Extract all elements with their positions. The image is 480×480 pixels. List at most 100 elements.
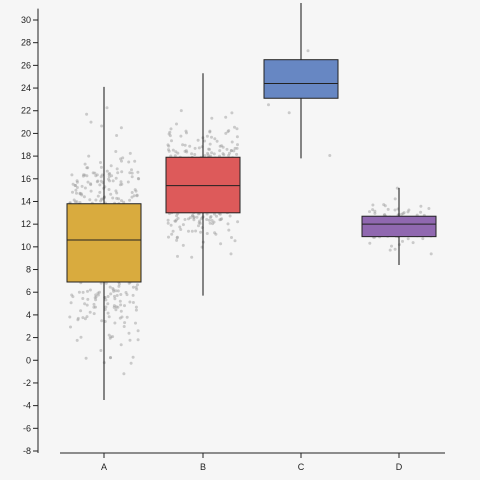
data-point-A	[136, 329, 140, 333]
y-tick-label: 20	[21, 128, 31, 138]
y-tick-label: 30	[21, 15, 31, 25]
data-point-B	[235, 135, 239, 139]
data-point-A	[130, 168, 133, 172]
data-point-A	[104, 298, 108, 302]
data-point-D	[373, 211, 377, 215]
data-point-B	[185, 150, 189, 154]
data-point-A	[79, 335, 83, 339]
data-point-B	[179, 109, 183, 113]
data-point-A	[113, 294, 116, 298]
data-point-A	[119, 180, 123, 184]
y-tick-label: 22	[21, 106, 31, 116]
data-point-B	[207, 218, 211, 222]
data-point-B	[205, 134, 209, 138]
data-point-A	[80, 184, 84, 188]
data-point-A	[113, 297, 117, 301]
data-point-A	[136, 177, 140, 180]
data-point-A	[106, 311, 110, 315]
data-point-B	[209, 215, 213, 218]
data-point-B	[195, 215, 199, 219]
data-point-A	[92, 312, 96, 316]
data-point-A	[120, 170, 124, 174]
data-point-D	[421, 237, 425, 241]
data-point-A	[71, 182, 75, 186]
data-point-A	[115, 134, 119, 137]
box-B	[165, 156, 241, 214]
data-point-D	[393, 197, 397, 201]
data-point-D	[406, 237, 410, 241]
x-tick-label: A	[101, 462, 107, 472]
data-point-B	[181, 143, 185, 147]
data-point-A	[107, 172, 111, 176]
data-point-A	[135, 287, 139, 291]
data-point-A	[130, 191, 134, 194]
data-point-B	[221, 145, 225, 149]
data-point-A	[68, 315, 72, 319]
data-point-B	[176, 254, 179, 258]
data-point-A	[76, 316, 80, 320]
data-point-A	[132, 194, 136, 198]
data-point-B	[199, 230, 203, 234]
data-point-A	[131, 285, 135, 289]
data-point-A	[88, 310, 92, 314]
data-point-A	[106, 302, 110, 306]
data-point-A	[128, 338, 132, 342]
data-point-B	[218, 149, 222, 153]
data-point-B	[205, 232, 209, 235]
data-point-D	[427, 207, 431, 210]
data-point-B	[183, 218, 187, 221]
data-point-A	[75, 180, 79, 184]
data-point-B	[233, 125, 236, 129]
data-point-B	[233, 239, 237, 243]
data-point-B	[210, 116, 214, 120]
data-point-B	[183, 143, 187, 147]
data-point-B	[227, 228, 231, 232]
data-point-C	[328, 154, 332, 157]
data-point-B	[194, 229, 198, 233]
data-point-A	[100, 319, 104, 323]
data-point-B	[173, 219, 177, 223]
data-point-A	[131, 301, 135, 304]
data-point-A	[128, 198, 132, 202]
data-point-A	[85, 315, 89, 319]
box-D	[361, 215, 437, 238]
y-tick-label: 8	[26, 265, 31, 275]
data-point-A	[85, 166, 89, 170]
data-point-A	[130, 171, 134, 175]
data-point-A	[92, 305, 96, 309]
data-point-A	[103, 320, 107, 323]
y-tick-label: 14	[21, 196, 31, 206]
data-point-B	[205, 218, 209, 221]
data-point-A	[126, 180, 130, 184]
data-point-B	[181, 223, 185, 227]
data-point-B	[236, 143, 239, 147]
data-point-D	[368, 241, 372, 245]
data-point-A	[134, 308, 138, 312]
y-tick-label: -8	[23, 446, 31, 456]
data-point-A	[69, 325, 72, 329]
data-point-B	[190, 229, 194, 233]
data-point-A	[86, 289, 89, 293]
data-point-A	[81, 316, 85, 320]
data-point-B	[229, 252, 233, 256]
data-point-B	[166, 218, 170, 222]
data-point-C	[267, 103, 270, 107]
data-point-A	[86, 297, 90, 301]
data-point-A	[96, 179, 100, 183]
data-point-B	[230, 140, 234, 144]
data-point-A	[92, 302, 96, 306]
data-point-B	[167, 235, 170, 239]
data-point-B	[214, 232, 218, 236]
data-point-A	[105, 106, 109, 110]
y-tick-label: 28	[21, 38, 31, 48]
data-point-B	[203, 139, 207, 143]
data-point-B	[224, 131, 228, 135]
data-point-C	[306, 49, 310, 53]
data-point-A	[81, 297, 85, 300]
data-point-A	[118, 299, 122, 303]
data-point-B	[179, 134, 183, 138]
data-point-D	[390, 244, 393, 248]
data-point-A	[125, 315, 129, 319]
data-point-A	[108, 336, 112, 340]
data-point-A	[106, 295, 110, 298]
